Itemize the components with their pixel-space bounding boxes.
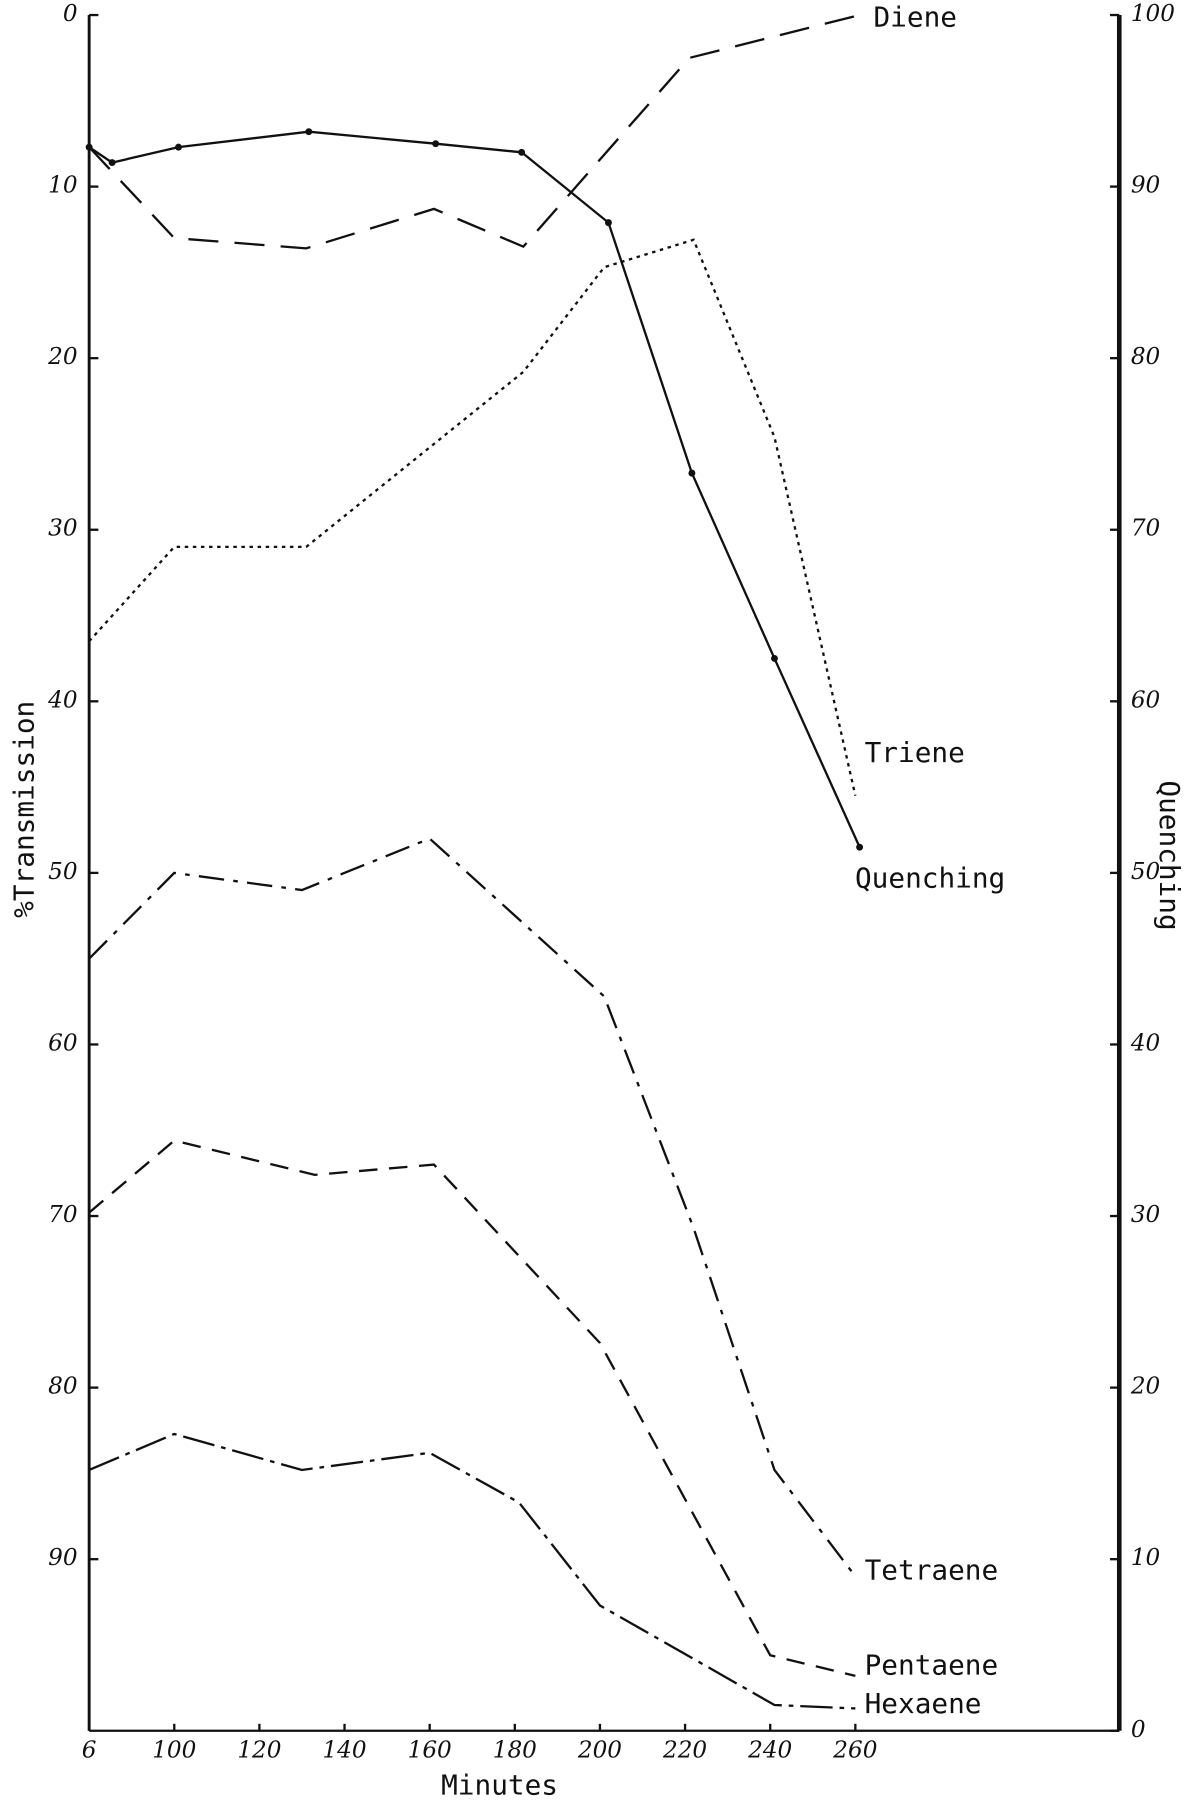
series-line bbox=[88, 13, 860, 250]
y2-tick-label: 60 bbox=[1131, 687, 1160, 713]
series-label: Diene bbox=[873, 0, 957, 33]
point bbox=[305, 128, 313, 136]
series-label: Triene bbox=[865, 736, 965, 769]
y2-tick-label: 10 bbox=[1131, 1545, 1160, 1571]
x-tick-label: 180 bbox=[493, 1738, 537, 1764]
y2-tick-label: 40 bbox=[1130, 1030, 1160, 1056]
point bbox=[518, 148, 526, 156]
y2-tick-label: 80 bbox=[1131, 344, 1160, 370]
y-tick-label: 80 bbox=[48, 1374, 77, 1400]
y-tick-label: 20 bbox=[47, 344, 77, 370]
y2-tick-label: 50 bbox=[1131, 859, 1160, 885]
y-tick-label: 70 bbox=[48, 1202, 77, 1228]
x-tick-label: 140 bbox=[322, 1738, 366, 1764]
x-tick-label: 220 bbox=[662, 1738, 707, 1764]
series-line bbox=[88, 1139, 856, 1677]
point bbox=[604, 219, 612, 227]
y2-tick-label: 0 bbox=[1131, 1717, 1146, 1743]
x-tick-label: 160 bbox=[408, 1738, 452, 1764]
series-line bbox=[88, 238, 857, 796]
y-tick-label: 60 bbox=[48, 1030, 77, 1056]
series-line bbox=[88, 837, 857, 1578]
y2-axis-label: Quenching bbox=[1153, 780, 1186, 930]
y2-tick-label: 90 bbox=[1131, 173, 1160, 199]
point bbox=[432, 140, 440, 148]
series-label: Quenching bbox=[855, 862, 1005, 895]
x-tick-label: 6 bbox=[82, 1738, 97, 1764]
x-tick-label: 100 bbox=[152, 1738, 196, 1764]
series-label: Hexaene bbox=[865, 1687, 982, 1720]
x-axis-label: Minutes bbox=[441, 1768, 558, 1801]
x-tick-label: 200 bbox=[577, 1738, 622, 1764]
y-tick-label: 50 bbox=[48, 859, 77, 885]
y2-tick-label: 30 bbox=[1131, 1202, 1160, 1228]
point bbox=[85, 143, 93, 151]
y-tick-label: 10 bbox=[48, 173, 77, 199]
point bbox=[175, 143, 182, 151]
x-tick-label: 240 bbox=[747, 1738, 792, 1764]
y2-tick-label: 20 bbox=[1130, 1374, 1160, 1400]
point bbox=[856, 843, 864, 851]
point bbox=[108, 159, 116, 167]
y-tick-label: 90 bbox=[48, 1545, 77, 1571]
x-tick-label: 260 bbox=[832, 1738, 877, 1764]
y-tick-label: 40 bbox=[47, 687, 77, 713]
series-label: Tetraene bbox=[865, 1554, 999, 1587]
y-tick-label: 30 bbox=[48, 516, 77, 542]
series-line bbox=[88, 1432, 856, 1710]
y-tick-label: 0 bbox=[63, 1, 78, 27]
series-line bbox=[88, 130, 861, 848]
point bbox=[771, 654, 778, 662]
point bbox=[688, 469, 696, 477]
x-tick-label: 120 bbox=[237, 1738, 281, 1764]
y2-tick-label: 70 bbox=[1131, 516, 1160, 542]
y2-tick-label: 100 bbox=[1131, 1, 1175, 27]
y-axis-label: %Transmission bbox=[8, 701, 41, 918]
series-label: Pentaene bbox=[865, 1649, 999, 1682]
